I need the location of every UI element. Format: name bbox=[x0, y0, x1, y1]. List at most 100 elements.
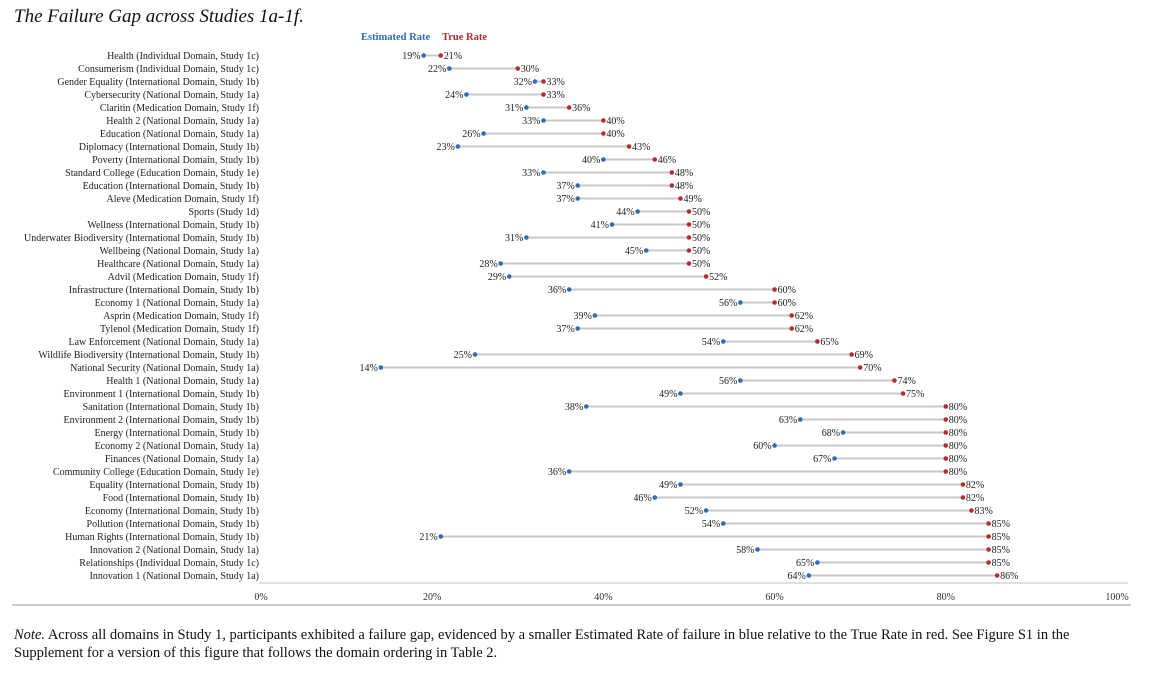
estimated-rate-point bbox=[421, 53, 426, 58]
estimated-rate-label: 58% bbox=[736, 545, 754, 556]
chart-row: Wildlife Biodiversity (International Dom… bbox=[38, 350, 873, 361]
estimated-rate-point bbox=[524, 105, 529, 110]
true-rate-point bbox=[626, 144, 632, 149]
row-label: Law Enforcement (National Domain, Study … bbox=[69, 337, 260, 348]
chart-row: Law Enforcement (National Domain, Study … bbox=[69, 337, 839, 348]
true-rate-label: 52% bbox=[709, 272, 727, 283]
true-rate-point bbox=[986, 534, 991, 539]
row-label: Innovation 2 (National Domain, Study 1a) bbox=[90, 545, 259, 556]
chart-row: Consumerism (Individual Domain, Study 1c… bbox=[78, 64, 539, 75]
true-rate-label: 69% bbox=[855, 350, 873, 361]
true-rate-point bbox=[601, 118, 606, 123]
row-label: Advil (Medication Domain, Study 1f) bbox=[108, 272, 259, 283]
chart-row: Asprin (Medication Domain, Study 1f) 39% 6… bbox=[103, 311, 813, 322]
row-label: Sanitation (International Domain, Study … bbox=[83, 402, 259, 413]
estimated-rate-label: 14% bbox=[359, 363, 377, 374]
chart-row: Aleve (Medication Domain, Study 1f) 37% 49… bbox=[107, 194, 702, 205]
estimated-rate-label: 24% bbox=[445, 90, 463, 101]
estimated-rate-point bbox=[703, 508, 709, 513]
estimated-rate-point bbox=[541, 118, 546, 123]
chart-row: Infrastructure (International Domain, St… bbox=[69, 285, 796, 296]
estimated-rate-label: 28% bbox=[479, 259, 497, 270]
chart-row: Underwater Biodiversity (International D… bbox=[24, 233, 710, 244]
true-rate-label: 80% bbox=[949, 402, 967, 413]
row-label: Asprin (Medication Domain, Study 1f) bbox=[103, 311, 259, 322]
true-rate-label: 65% bbox=[820, 337, 838, 348]
true-rate-label: 70% bbox=[863, 363, 881, 374]
row-label: Community College (Education Domain, Stu… bbox=[53, 467, 259, 478]
true-rate-point bbox=[772, 287, 777, 292]
chart-row: Energy (International Domain, Study 1b) 6… bbox=[94, 428, 967, 439]
estimated-rate-label: 19% bbox=[402, 51, 420, 62]
true-rate-point bbox=[686, 248, 692, 253]
chart-row: Food (International Domain, Study 1b) 46%… bbox=[103, 493, 985, 504]
estimated-rate-label: 63% bbox=[779, 415, 797, 426]
true-rate-label: 40% bbox=[606, 129, 624, 140]
row-label: Economy (International Domain, Study 1b) bbox=[85, 506, 259, 517]
true-rate-label: 75% bbox=[906, 389, 924, 400]
legend-true-rate: True Rate bbox=[442, 32, 487, 43]
row-label: Healthcare (National Domain, Study 1a) bbox=[97, 259, 259, 270]
figure-title: The Failure Gap across Studies 1a-1f. bbox=[14, 6, 304, 27]
true-rate-point bbox=[943, 456, 949, 461]
row-label: Health (Individual Domain, Study 1c) bbox=[107, 51, 259, 62]
estimated-rate-label: 21% bbox=[419, 532, 437, 543]
estimated-rate-point bbox=[678, 391, 683, 396]
true-rate-point bbox=[969, 508, 974, 513]
estimated-rate-point bbox=[575, 183, 581, 188]
x-axis: 0% 20% 40% 60% 80% 100% bbox=[12, 582, 1131, 606]
estimated-rate-label: 36% bbox=[548, 285, 566, 296]
estimated-rate-label: 40% bbox=[582, 155, 600, 166]
chart-row: Claritin (Medication Domain, Study 1f) 31… bbox=[100, 103, 591, 114]
estimated-rate-point bbox=[840, 430, 846, 435]
chart-row: Tylenol (Medication Domain, Study 1f) 37%… bbox=[100, 324, 813, 335]
row-label: Gender Equality (International Domain, S… bbox=[57, 77, 259, 88]
estimated-rate-label: 22% bbox=[428, 64, 446, 75]
estimated-rate-point bbox=[635, 209, 640, 214]
note-text: Across all domains in Study 1, participa… bbox=[14, 627, 1070, 661]
estimated-rate-point bbox=[678, 482, 683, 487]
estimated-rate-point bbox=[601, 157, 606, 162]
estimated-rate-label: 68% bbox=[822, 428, 840, 439]
estimated-rate-label: 49% bbox=[659, 389, 677, 400]
true-rate-point bbox=[943, 417, 949, 422]
row-label: Education (International Domain, Study 1… bbox=[83, 181, 259, 192]
chart-row: Sanitation (International Domain, Study … bbox=[83, 402, 968, 413]
true-rate-point bbox=[943, 469, 949, 474]
true-rate-point bbox=[541, 79, 546, 84]
estimated-rate-label: 56% bbox=[719, 298, 737, 309]
chart-row: Education (International Domain, Study 1… bbox=[83, 181, 694, 192]
true-rate-label: 74% bbox=[897, 376, 915, 387]
estimated-rate-label: 29% bbox=[488, 272, 506, 283]
chart-row: Human Rights (International Domain, Stud… bbox=[65, 532, 1010, 543]
true-rate-label: 85% bbox=[992, 558, 1010, 569]
true-rate-point bbox=[960, 495, 966, 500]
chart-row: Environment 2 (International Domain, Stu… bbox=[63, 415, 967, 426]
true-rate-point bbox=[652, 157, 658, 162]
estimated-rate-label: 39% bbox=[573, 311, 591, 322]
estimated-rate-label: 67% bbox=[813, 454, 831, 465]
estimated-rate-label: 37% bbox=[556, 181, 574, 192]
note-label: Note. bbox=[14, 627, 46, 643]
true-rate-point bbox=[686, 261, 692, 266]
estimated-rate-point bbox=[472, 352, 478, 357]
estimated-rate-label: 64% bbox=[787, 571, 805, 582]
estimated-rate-point bbox=[583, 404, 589, 409]
failure-gap-chart: Estimated Rate True Rate Health (Individ… bbox=[12, 32, 1131, 606]
chart-row: Health 1 (National Domain, Study 1a) 56% 7… bbox=[106, 376, 916, 387]
row-label: Standard College (Education Domain, Stud… bbox=[65, 168, 259, 179]
estimated-rate-point bbox=[806, 573, 812, 578]
chart-row: Education (National Domain, Study 1a) 26%… bbox=[100, 129, 625, 140]
row-label: Diplomacy (International Domain, Study 1… bbox=[79, 142, 259, 153]
estimated-rate-point bbox=[652, 495, 658, 500]
true-rate-label: 46% bbox=[658, 155, 676, 166]
x-tick-label: 60% bbox=[765, 592, 783, 603]
chart-row: Pollution (International Domain, Study 1… bbox=[87, 519, 1010, 530]
estimated-rate-point bbox=[720, 339, 726, 344]
estimated-rate-label: 33% bbox=[522, 168, 540, 179]
chart-row: Innovation 1 (National Domain, Study 1a)… bbox=[90, 571, 1019, 582]
estimated-rate-label: 54% bbox=[702, 519, 720, 530]
row-label: Wildlife Biodiversity (International Dom… bbox=[38, 350, 259, 361]
row-label: Environment 2 (International Domain, Stu… bbox=[63, 415, 259, 426]
true-rate-label: 80% bbox=[949, 454, 967, 465]
